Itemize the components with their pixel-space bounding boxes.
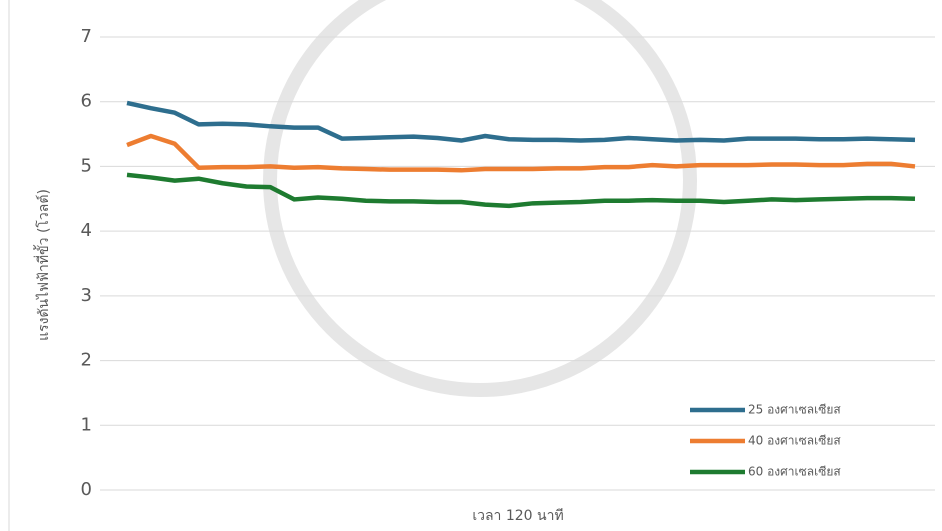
y-tick-label: 1: [81, 414, 92, 435]
line-series: [126, 100, 916, 143]
y-tick-label: 7: [81, 26, 92, 47]
y-tick-label: 3: [81, 285, 92, 306]
y-tick-label: 4: [81, 220, 92, 241]
line-series: [126, 133, 916, 173]
legend-label: 25 องศาเซลเซียส: [748, 403, 841, 417]
legend-label: 40 องศาเซลเซียส: [748, 434, 841, 448]
y-axis-label: แรงดันไฟฟ้าที่ขั้ว (โวลต์): [33, 189, 52, 341]
legend-label: 60 องศาเซลเซียส: [748, 465, 841, 479]
y-tick-label: 6: [81, 91, 92, 112]
line-series: [126, 172, 916, 209]
x-axis-label: เวลา 120 นาที: [472, 508, 563, 524]
y-tick-label: 0: [81, 479, 92, 500]
watermark: [263, 0, 697, 397]
y-tick-label: 2: [81, 350, 92, 371]
y-tick-label: 5: [81, 155, 92, 176]
